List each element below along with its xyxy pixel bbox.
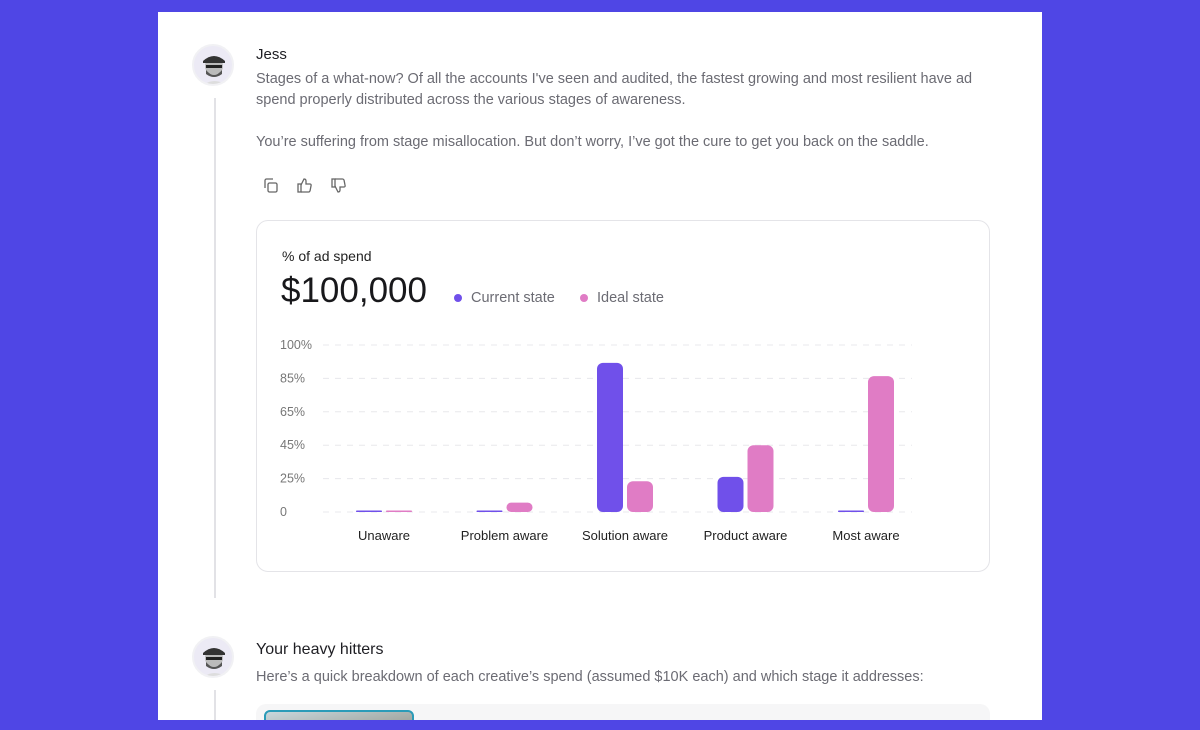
x-tick-label: Solution aware xyxy=(582,528,668,543)
bar-chart: 0 25% 45% 65% 85% 100% Unaware Problem aware Sol… xyxy=(280,338,912,543)
y-tick-label: 100% xyxy=(280,338,312,352)
bar-ideal xyxy=(868,376,894,512)
thumbs-down-icon[interactable] xyxy=(330,177,347,194)
bar-ideal xyxy=(747,445,774,512)
bar-current xyxy=(476,510,503,512)
ad-spend-chart-card: % of ad spend $100,000 Current state Ide… xyxy=(256,220,990,572)
bar-ideal xyxy=(627,481,653,512)
thumbs-up-icon[interactable] xyxy=(296,177,313,194)
bar-ideal xyxy=(386,510,412,512)
y-tick-label: 25% xyxy=(280,472,305,486)
creative-thumbnail[interactable] xyxy=(264,710,414,720)
thread-line xyxy=(214,690,216,720)
creative-row[interactable] xyxy=(256,704,990,720)
total-spend-value: $100,000 xyxy=(281,271,427,310)
bar-ideal xyxy=(506,502,533,512)
message-paragraph: Stages of a what-now? Of all the account… xyxy=(256,71,973,108)
x-tick-label: Most aware xyxy=(832,528,899,543)
y-tick-label: 85% xyxy=(280,371,305,385)
author-name: Jess xyxy=(256,46,287,63)
x-tick-label: Unaware xyxy=(358,528,410,543)
legend-ideal: Ideal state xyxy=(580,290,664,306)
message-paragraph: Here’s a quick breakdown of each creativ… xyxy=(256,669,924,685)
chat-panel: Jess Stages of a what-now? Of all the ac… xyxy=(158,12,1042,720)
avatar xyxy=(192,44,234,86)
y-tick-label: 0 xyxy=(280,505,287,519)
avatar xyxy=(192,636,234,678)
copy-icon[interactable] xyxy=(262,177,279,194)
bar-current xyxy=(356,510,382,512)
message-paragraph: You’re suffering from stage misallocatio… xyxy=(256,134,929,150)
bar-current xyxy=(717,476,744,512)
x-tick-label: Product aware xyxy=(704,528,788,543)
thread-line xyxy=(214,98,216,598)
legend-swatch xyxy=(580,294,588,302)
bar-current xyxy=(838,510,864,512)
bar-current xyxy=(597,362,623,512)
y-tick-label: 45% xyxy=(280,438,305,452)
legend-current: Current state xyxy=(454,290,555,306)
legend-swatch xyxy=(454,294,462,302)
section-title: Your heavy hitters xyxy=(256,641,384,658)
avatar-photo-icon xyxy=(203,56,225,84)
y-tick-label: 65% xyxy=(280,405,305,419)
x-tick-label: Problem aware xyxy=(461,528,548,543)
chart-label: % of ad spend xyxy=(282,248,372,264)
legend-label: Current state xyxy=(471,290,555,306)
avatar-photo-icon xyxy=(203,648,225,676)
legend-label: Ideal state xyxy=(597,290,664,306)
